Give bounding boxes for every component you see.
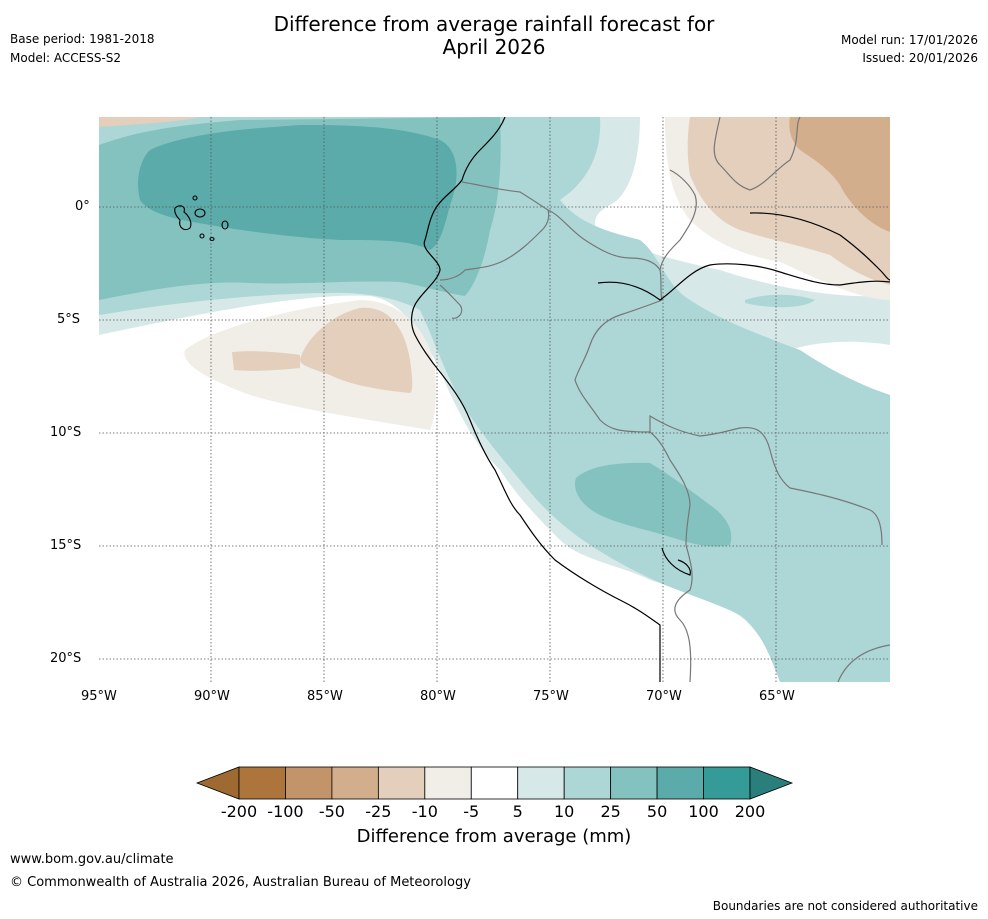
colorbar-tick-label: -200: [220, 802, 258, 821]
colorbar-tick-label: -5: [463, 802, 480, 821]
lat-label-0: 0°: [75, 199, 90, 214]
colorbar-title: Difference from average (mm): [356, 826, 632, 847]
colorbar-swatch: [656, 766, 704, 800]
lat-label-15s: 15°S: [50, 538, 82, 553]
model-run: Model run: 17/01/2026: [840, 33, 978, 47]
colorbar-tick-label: -25: [365, 802, 392, 821]
colorbar-swatch: [517, 766, 565, 800]
map-field: [99, 117, 890, 682]
neutral-region-east: [790, 341, 890, 398]
lon-label-90w: 90°W: [194, 689, 230, 704]
colorbar-swatch: [238, 766, 286, 800]
wet-region-10-25-east-patch: [745, 294, 815, 308]
copyright: © Commonwealth of Australia 2026, Austra…: [10, 875, 471, 890]
colorbar-tick-label: 100: [688, 802, 719, 821]
graticule: [99, 117, 890, 682]
lon-label-95w: 95°W: [81, 689, 117, 704]
lon-label-65w: 65°W: [759, 689, 795, 704]
colorbar-swatch: [285, 766, 333, 800]
lon-label-85w: 85°W: [307, 689, 343, 704]
dry-region-nw-corner: [99, 117, 200, 127]
colorbar-swatch: [610, 766, 658, 800]
boundaries-disclaimer: Boundaries are not considered authoritat…: [712, 899, 978, 913]
lat-label-10s: 10°S: [50, 425, 82, 440]
colorbar-tick-label: 5: [512, 802, 523, 821]
colorbar-tick-label: -50: [318, 802, 345, 821]
colorbar-swatch: [470, 766, 519, 800]
galapagos-islands: [174, 195, 229, 242]
lon-label-75w: 75°W: [533, 689, 569, 704]
colorbar-tick-label: -10: [411, 802, 438, 821]
lon-label-70w: 70°W: [646, 689, 682, 704]
dry-region-10-25-ocean-2: [232, 351, 300, 371]
colorbar-swatch: [703, 766, 751, 800]
wet-region-50-100: [138, 125, 457, 250]
colorbar-arrow-high: [749, 766, 794, 800]
wet-region-25-50-inland: [575, 462, 732, 547]
country-borders: [439, 117, 890, 682]
colorbar-arrow-low: [195, 766, 240, 800]
title-line-1: Difference from average rainfall forecas…: [273, 12, 715, 36]
colorbar-tick-label: 10: [553, 802, 575, 821]
colorbar-swatch: [563, 766, 612, 800]
lon-label-80w: 80°W: [420, 689, 456, 704]
issued-date: Issued: 20/01/2026: [862, 51, 978, 65]
coastlines: [411, 117, 890, 682]
colorbar-tick-label: 200: [734, 802, 766, 821]
lat-label-20s: 20°S: [50, 651, 82, 666]
colorbar-tick-label: -100: [267, 802, 304, 821]
dry-region-10-25-ocean: [300, 307, 413, 393]
lat-label-5s: 5°S: [57, 312, 81, 327]
website-link[interactable]: www.bom.gov.au/climate: [10, 852, 174, 867]
colorbar-tick-label: 50: [646, 802, 668, 821]
base-period: Base period: 1981-2018: [10, 32, 155, 46]
dry-region-25-50-north: [789, 117, 890, 232]
colorbar-tick-label: 25: [600, 802, 621, 821]
wet-region-10-25-coast: [858, 551, 890, 682]
map-title: Difference from average rainfall forecas…: [0, 13, 988, 59]
colorbar-swatch: [424, 766, 472, 800]
title-line-2: April 2026: [442, 35, 546, 59]
model-name: Model: ACCESS-S2: [10, 51, 122, 65]
colorbar-swatch: [331, 766, 379, 800]
colorbar-swatch: [377, 766, 426, 800]
